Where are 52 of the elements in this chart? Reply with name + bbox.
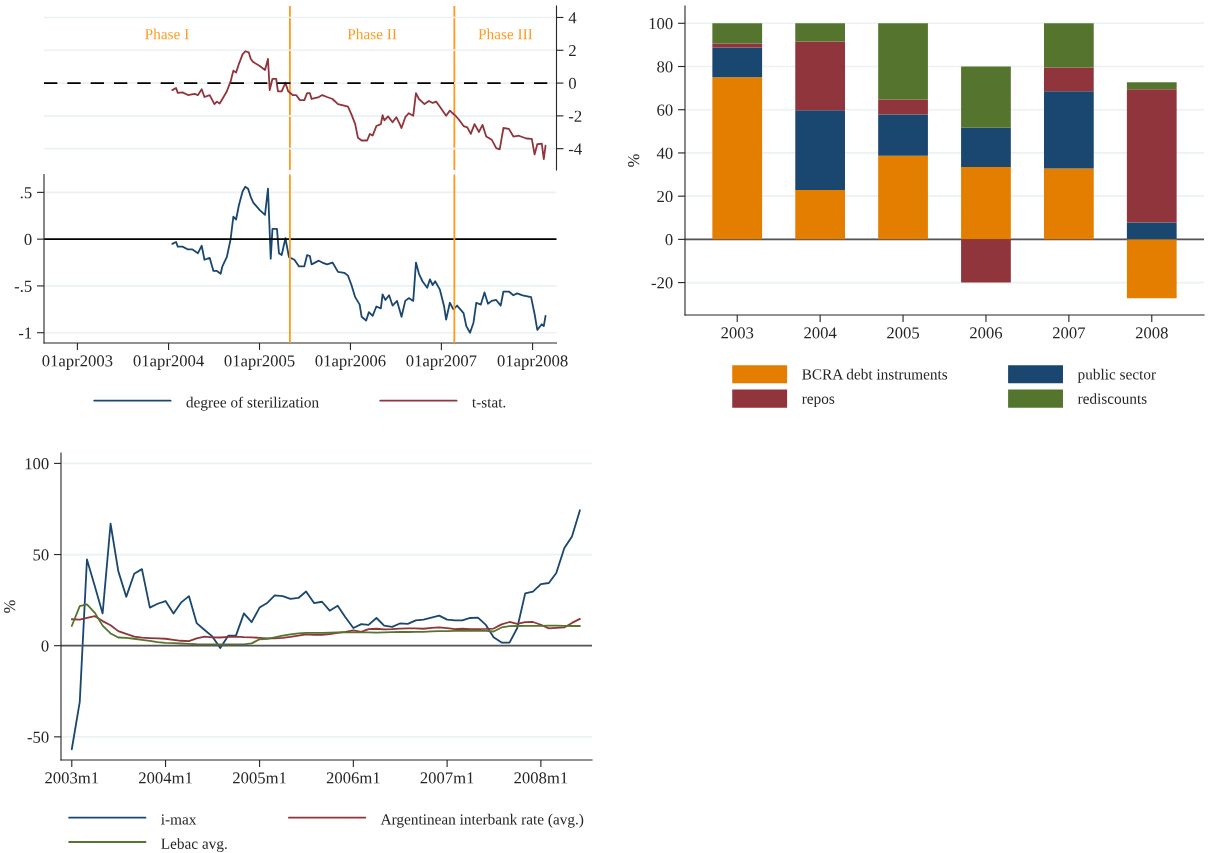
y-tick-label: 50 [33, 549, 49, 561]
legend-label: Lebac avg. [161, 838, 227, 853]
y-tick-label: 0 [41, 640, 49, 652]
y2-tick-label: 4 [568, 12, 577, 24]
legend-label: public sector [1077, 368, 1156, 383]
x-tick-label: 2005m1 [233, 772, 286, 784]
x-tick-label: 2008 [1135, 327, 1168, 339]
y-tick-label: -.5 [14, 280, 32, 292]
legend-label: BCRA debt instruments [802, 368, 948, 380]
y2-tick-label: -2 [568, 110, 582, 122]
x-tick-label: 2005 [887, 327, 920, 339]
y-tick-label: 100 [649, 17, 673, 30]
x-tick-label: 2007m1 [420, 772, 474, 784]
x-tick-label: 01apr2003 [42, 355, 113, 370]
y-tick-label: 100 [25, 458, 49, 470]
y-tick-label: 0 [665, 234, 673, 246]
annotation: Phase I [145, 28, 189, 40]
y-tick-label: 20 [657, 190, 673, 203]
x-tick-label: 2004 [804, 327, 837, 339]
annotation: Phase II [347, 28, 397, 40]
x-tick-label: 2004m1 [138, 772, 192, 784]
legend-label: repos [802, 396, 835, 407]
y2-tick-label: 0 [568, 77, 576, 90]
x-tick-label: 2007 [1052, 327, 1086, 339]
x-tick-label: 01apr2008 [497, 355, 568, 370]
y-tick-label: .5 [20, 187, 32, 199]
y-tick-label: 40 [656, 147, 673, 159]
legend-label: t-stat. [472, 398, 506, 408]
y-tick-label: -1 [18, 327, 32, 339]
x-tick-label: 2006 [970, 327, 1003, 339]
y2-tick-label: -4 [568, 143, 582, 155]
y-axis-title: % [628, 154, 640, 167]
y-tick-label: 60 [657, 104, 673, 116]
legend-label: degree of sterilization [186, 396, 319, 411]
y-tick-label: 0 [24, 233, 32, 246]
annotation: Phase III [478, 28, 533, 40]
y-tick-label: 80 [657, 61, 673, 73]
x-tick-label: 2003 [721, 327, 754, 339]
x-tick-label: 01apr2007 [406, 355, 477, 370]
x-tick-label: 2008m1 [514, 772, 568, 784]
legend-label: Argentinean interbank rate (avg.) [380, 813, 584, 828]
y2-tick-label: 2 [569, 45, 576, 57]
x-tick-label: 01apr2006 [315, 355, 386, 370]
legend-label: rediscounts [1077, 393, 1147, 404]
y-axis-title: % [4, 600, 16, 613]
x-tick-label: 01apr2004 [133, 355, 204, 370]
legend-label: i-max [161, 814, 197, 825]
x-tick-label: 2003m1 [45, 772, 99, 784]
y-tick-label: -20 [651, 277, 673, 289]
x-tick-label: 2006m1 [326, 772, 380, 784]
x-tick-label: 01apr2005 [224, 355, 295, 370]
y-tick-label: -50 [27, 731, 49, 743]
